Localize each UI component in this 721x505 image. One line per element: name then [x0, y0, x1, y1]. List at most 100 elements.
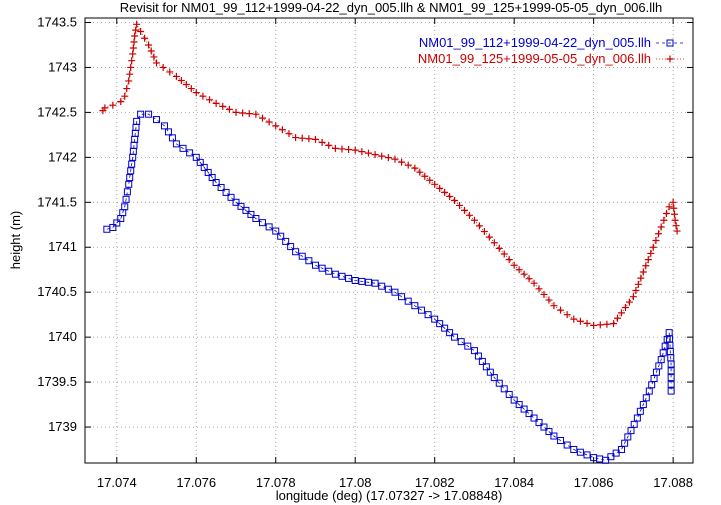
data-point	[123, 85, 131, 93]
data-point	[160, 122, 168, 130]
data-point	[311, 261, 319, 269]
data-point	[633, 414, 641, 422]
data-point	[127, 63, 135, 71]
data-point	[530, 414, 538, 422]
x-tick-label: 17.074	[97, 475, 137, 490]
data-point	[655, 230, 663, 238]
legend-marker	[666, 39, 674, 47]
data-point	[613, 314, 621, 322]
series-line	[106, 113, 672, 461]
data-point	[172, 72, 180, 80]
data-point	[500, 385, 508, 393]
x-tick-label: 17.082	[415, 475, 455, 490]
data-point	[358, 277, 366, 285]
data-point	[470, 216, 478, 224]
data-point	[451, 333, 459, 341]
data-point	[436, 184, 444, 192]
data-point	[265, 223, 273, 231]
data-point	[219, 102, 227, 110]
data-point	[179, 144, 187, 152]
x-tick-label: 17.078	[256, 475, 296, 490]
data-point	[378, 282, 386, 290]
data-point	[570, 446, 578, 454]
data-point	[338, 145, 346, 153]
data-point	[670, 210, 678, 218]
data-point	[630, 420, 638, 428]
data-point	[272, 227, 280, 235]
data-point	[660, 216, 668, 224]
data-point	[121, 203, 129, 211]
data-point	[232, 108, 240, 116]
data-point	[212, 179, 220, 187]
data-point	[550, 432, 558, 440]
data-point	[123, 188, 131, 196]
x-axis-ticks: 17.074 17.076 17.078 17.08 17.082 17.084 17.08…	[97, 18, 693, 490]
y-tick-label: 1743.5	[37, 14, 77, 29]
data-point	[404, 297, 412, 305]
x-tick-label: 17.088	[653, 475, 693, 490]
data-point	[515, 266, 523, 274]
legend: NM01_99_112+1999-04-22_dyn_005.llhNM01_9…	[418, 35, 684, 66]
data-point	[371, 279, 379, 287]
data-point	[371, 151, 379, 159]
y-axis-ticks: 1739 1739.5 1740 1740.5 1741 1741.5 1742 1742.5…	[37, 14, 693, 434]
data-point	[411, 302, 419, 310]
y-tick-label: 1739	[48, 419, 77, 434]
data-point	[576, 448, 584, 456]
data-point	[610, 320, 618, 328]
data-point	[647, 249, 655, 257]
data-point	[113, 219, 121, 227]
data-point	[177, 76, 185, 84]
y-tick-label: 1741.5	[37, 194, 77, 209]
data-point	[480, 228, 488, 236]
data-point	[510, 396, 518, 404]
data-point	[441, 188, 449, 196]
data-point	[384, 285, 392, 293]
data-point	[192, 153, 200, 161]
data-point	[617, 309, 625, 317]
data-point	[391, 155, 399, 163]
data-point	[540, 290, 548, 298]
data-point	[629, 293, 637, 301]
data-point	[603, 320, 611, 328]
data-point	[475, 222, 483, 230]
data-point	[192, 89, 200, 97]
data-point	[318, 264, 326, 272]
data-point	[431, 315, 439, 323]
data-point	[525, 275, 533, 283]
y-tick-label: 1741	[48, 239, 77, 254]
data-point	[109, 223, 117, 231]
data-point	[351, 277, 359, 285]
data-point	[128, 57, 136, 65]
data-point	[505, 390, 513, 398]
data-point	[204, 168, 212, 176]
data-point	[125, 180, 133, 188]
data-point	[659, 349, 667, 357]
data-point	[150, 53, 158, 61]
data-point	[645, 387, 653, 395]
series-line	[102, 23, 678, 326]
data-point	[199, 92, 207, 100]
data-point	[607, 453, 615, 461]
data-point	[669, 198, 677, 206]
data-point	[490, 239, 498, 247]
legend-label: NM01_99_125+1999-05-05_dyn_006.llh	[418, 51, 651, 66]
data-point	[358, 148, 366, 156]
data-point	[636, 407, 644, 415]
y-tick-label: 1743	[48, 59, 77, 74]
data-point	[208, 173, 216, 181]
data-point	[186, 149, 194, 157]
data-point	[225, 105, 233, 113]
x-tick-label: 17.076	[176, 475, 216, 490]
data-point	[242, 206, 250, 214]
data-point	[535, 419, 543, 427]
data-point	[292, 134, 300, 142]
data-point	[325, 141, 333, 149]
data-point	[505, 256, 513, 264]
data-point	[398, 293, 406, 301]
data-point	[672, 222, 680, 230]
data-point	[128, 160, 136, 168]
data-point	[109, 101, 117, 109]
data-point	[287, 243, 295, 251]
data-point	[665, 203, 673, 211]
